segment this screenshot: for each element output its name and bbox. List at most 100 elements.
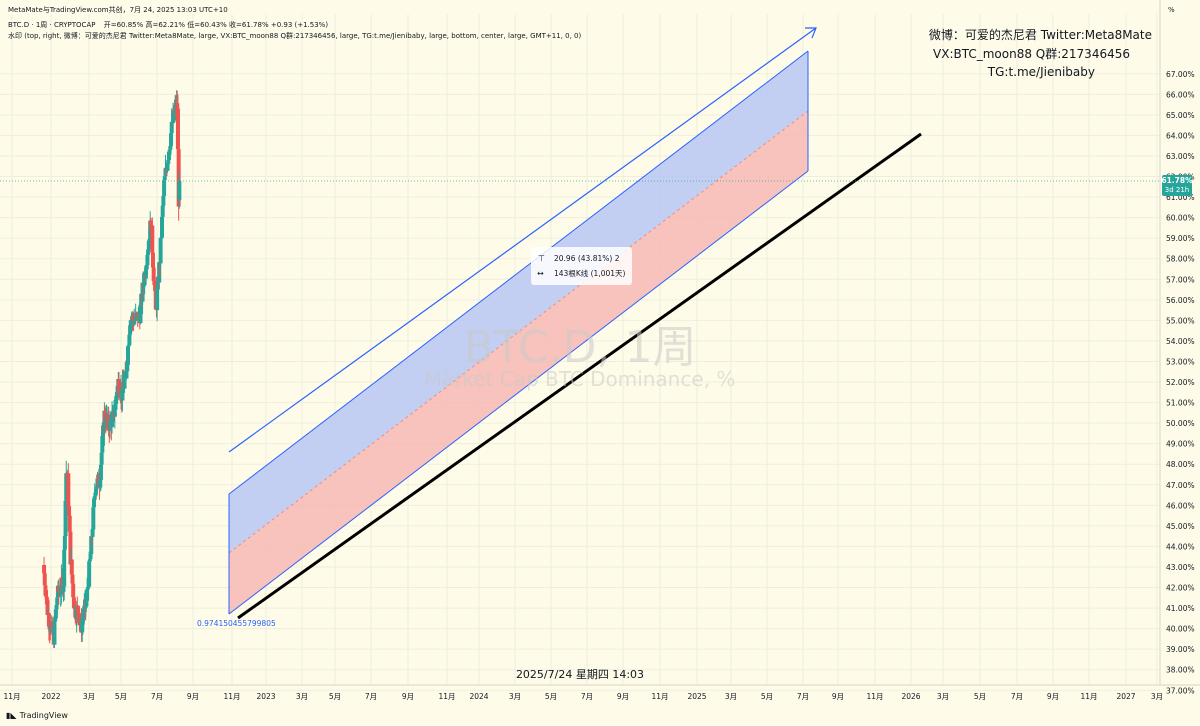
candle-body	[166, 151, 171, 161]
candle-body	[44, 595, 49, 597]
channel-mid-line[interactable]	[228, 110, 809, 554]
candle-body	[42, 573, 47, 586]
candle-body	[175, 103, 180, 109]
candle-body	[126, 345, 131, 347]
x-tick-label: 11月	[438, 692, 455, 701]
x-tick-label: 7月	[1011, 692, 1023, 701]
candle-body	[50, 621, 55, 632]
candle-body	[86, 586, 91, 588]
candle-body	[169, 121, 174, 134]
y-tick-label: 50.00%	[1166, 419, 1195, 428]
drawing-layer	[228, 27, 922, 620]
candle-body	[82, 606, 87, 617]
candle-body	[63, 500, 68, 537]
candle-body	[43, 585, 48, 596]
x-tick-label: 9月	[1047, 692, 1059, 701]
candle-body	[71, 583, 76, 598]
x-tick-label: 5月	[761, 692, 773, 701]
x-tick-label: 3月	[725, 692, 737, 701]
header-line-1: MetaMate与TradingView.com共创，7月 24, 2025 1…	[8, 6, 228, 14]
current-date-label: 2025/7/24 星期四 14:03	[515, 668, 645, 681]
candle-body	[88, 554, 93, 560]
candle-body	[144, 265, 149, 270]
y-tick-label: 45.00%	[1166, 522, 1195, 531]
candle-body	[128, 320, 133, 326]
candle-body	[56, 585, 61, 593]
candle-body	[67, 506, 72, 516]
candle-body	[161, 195, 166, 206]
support-trendline[interactable]	[237, 132, 922, 620]
ohlc-values: 开=60.85% 高=62.21% 低=60.43% 收=61.78% +0.9…	[103, 21, 329, 29]
header-line-2[interactable]: BTC.D · 1周 · CRYPTOCAP 开=60.85% 高=62.21%…	[8, 20, 328, 30]
candle-body	[177, 181, 182, 201]
candle-body	[94, 486, 99, 489]
candle-body	[68, 531, 73, 565]
candle-body	[62, 549, 67, 587]
candle-body	[55, 597, 60, 605]
candle-body	[42, 564, 47, 574]
candle-body	[158, 238, 163, 264]
candle-body	[122, 379, 127, 389]
candle-body	[99, 452, 104, 465]
upper-arrow-line[interactable]	[228, 27, 817, 453]
candle-body	[94, 488, 99, 493]
last-price-countdown: 3d 21h	[1165, 186, 1189, 194]
last-price-value: 61.78%	[1161, 176, 1193, 185]
candle-body	[98, 464, 103, 480]
candle-body	[144, 269, 149, 275]
tradingview-logo-icon: ▮◣	[6, 711, 17, 720]
measure-tooltip[interactable]: ⊤ 20.96 (43.81%) 2 ↔ 143根K线 (1,001天)	[531, 247, 632, 285]
candle-body	[167, 149, 172, 152]
candle-body	[80, 621, 85, 633]
x-tick-label: 3月	[83, 692, 95, 701]
candle-body	[160, 216, 165, 238]
y-tick-label: 37.00%	[1166, 686, 1195, 695]
channel-low-label: 0.974150455799805	[197, 619, 276, 628]
symbol-label[interactable]: BTC.D · 1周 · CRYPTOCAP	[8, 21, 96, 29]
y-tick-label: 66.00%	[1166, 90, 1195, 99]
x-tick-label: 5月	[974, 692, 986, 701]
x-tick-label: 3月	[1151, 692, 1163, 701]
x-tick-label: 9月	[402, 692, 414, 701]
candle-body	[159, 237, 164, 239]
candle-body	[70, 574, 75, 584]
channel-bottom-line[interactable]	[228, 170, 809, 615]
candle-body	[169, 133, 174, 147]
x-tick-label: 9月	[187, 692, 199, 701]
last-price-tag[interactable]: 61.78%3d 21h	[1161, 175, 1193, 197]
y-tick-label: 44.00%	[1166, 542, 1195, 551]
candle-body	[67, 515, 72, 532]
candle-body	[166, 160, 171, 164]
candle-body	[113, 399, 118, 410]
candle-body	[53, 618, 58, 622]
candle-body	[114, 397, 119, 400]
candle-body	[153, 285, 158, 291]
candle-body	[69, 559, 74, 575]
axis-layer: 37.00% 38.00% 39.00% 40.00% 41.00% 42.00% 43.0…	[0, 0, 1200, 701]
candle-body	[58, 592, 63, 595]
x-tick-label: 5月	[329, 692, 341, 701]
candle-body	[62, 536, 67, 550]
candle-body	[112, 409, 117, 417]
candle-body	[142, 271, 147, 286]
candle-body	[53, 609, 58, 619]
y-tick-label: 40.00%	[1166, 625, 1195, 634]
y-tick-label: 41.00%	[1166, 604, 1195, 613]
tradingview-logo[interactable]: ▮◣ TradingView	[6, 711, 68, 720]
measure-change: 20.96 (43.81%) 2	[554, 254, 620, 263]
candle-body	[61, 586, 66, 592]
channel-lower-fill	[229, 111, 808, 614]
candle-body	[165, 163, 170, 171]
header-line-3: 水印 (top, right, 微博：可爱的杰尼君 Twitter:Meta8M…	[8, 32, 582, 40]
candle-body	[84, 600, 89, 607]
candle-body	[162, 180, 167, 196]
x-tick-label: 2023	[256, 692, 275, 701]
channel-top-line[interactable]	[228, 50, 809, 495]
x-tick-label: 3月	[296, 692, 308, 701]
channel-upper-fill	[229, 51, 808, 553]
watermark-line-1: 微博：可爱的杰尼君 Twitter:Meta8Mate	[928, 28, 1152, 42]
x-tick-label: 7月	[151, 692, 163, 701]
candle-body	[60, 577, 65, 581]
